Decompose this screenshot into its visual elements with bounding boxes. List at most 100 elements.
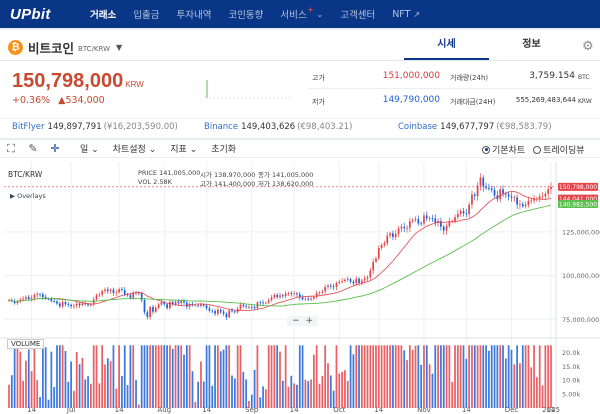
volume-bar [454, 345, 456, 408]
candle-body [174, 301, 177, 304]
volume-bar [341, 371, 343, 408]
chevron-down-icon: ⌄ [91, 145, 99, 155]
chart-symbol: BTC/KRW [8, 170, 43, 179]
candle-body [521, 204, 524, 207]
candle-body [428, 218, 431, 220]
candle-body [53, 300, 56, 302]
dropdown-caret-icon[interactable]: ▼ [116, 43, 123, 52]
upbit-logo[interactable]: UPbit [10, 5, 51, 23]
candle-body [276, 294, 279, 298]
candle-body [510, 196, 513, 198]
volume-bar [53, 387, 56, 408]
plus-cursor-icon[interactable]: ✛ [50, 142, 60, 155]
zoom-out-button[interactable]: − [292, 316, 300, 326]
tab-info[interactable]: 정보 [522, 39, 541, 50]
volume-bar [394, 345, 397, 408]
tab-market[interactable]: 시세 [404, 34, 489, 60]
volume-bar [312, 354, 315, 408]
pencil-icon[interactable]: ✎ [28, 142, 38, 155]
volume-bar [521, 345, 524, 408]
volume-bar [369, 345, 372, 408]
volume-bar [245, 379, 248, 408]
volume-bar [380, 345, 383, 408]
candle-body [440, 221, 442, 227]
tradingview-radio[interactable]: 트레이딩뷰 [533, 143, 585, 156]
candle-body [41, 294, 44, 297]
volume-bar [115, 388, 118, 408]
coin-selector[interactable]: ₿ 비트코인 BTC/KRW ▼ [8, 38, 122, 57]
reset-button[interactable]: 초기화 [211, 145, 237, 155]
volume-bar [420, 364, 423, 408]
nav-exchange[interactable]: 거래소 [90, 7, 116, 21]
volume-bar [279, 351, 281, 408]
price-value: 150,798,000 [12, 70, 124, 92]
volume-bar [13, 345, 16, 408]
nav-nft[interactable]: NFT ↗ [392, 9, 420, 20]
zoom-in-button[interactable]: + [305, 316, 314, 326]
nav-investments[interactable]: 투자내역 [176, 7, 211, 21]
volume-bar [236, 345, 239, 408]
candle-body [137, 293, 140, 295]
nav-coin-trends[interactable]: 코인동향 [228, 7, 263, 21]
candlestick-chart[interactable]: 14 Jul 14 Aug 14 Sep 14 Oct 14 Nov 14 Dec 142025125,… [0, 158, 600, 414]
chart-settings-label: 차트설정 [112, 145, 146, 155]
volume-bar [135, 380, 137, 408]
volume-bar [366, 345, 369, 408]
nav-deposit-withdraw[interactable]: 입출금 [133, 7, 159, 21]
chart-settings-button[interactable]: 차트설정 ⌄ [113, 142, 157, 155]
volume-bar [67, 381, 70, 408]
volume-bar [180, 345, 183, 408]
volume-bar [346, 380, 349, 408]
volume-bar [485, 345, 487, 408]
legend-vol-label: VOL [138, 178, 152, 186]
exchange-name[interactable]: BitFlyer [12, 122, 45, 132]
top-navigation: UPbit 거래소 입출금 투자내역 코인동향 서비스 + ⌄ 고객센터 NFT ↗ [0, 0, 600, 28]
candle-body [344, 279, 346, 282]
period-select[interactable]: 일 ⌄ [80, 142, 99, 155]
volume-bar [129, 345, 132, 408]
crosshair-icon[interactable]: ⛶ [7, 141, 15, 155]
exchange-value: 149,403,626 [241, 122, 296, 132]
candle-body [27, 297, 30, 300]
exchange-name[interactable]: Binance [204, 122, 239, 132]
exchange-name[interactable]: Coinbase [398, 122, 438, 132]
nav-services[interactable]: 서비스 + ⌄ [280, 6, 323, 21]
candle-body [468, 204, 471, 215]
candle-body [118, 289, 120, 293]
candle-body [73, 305, 75, 307]
candle-body [180, 300, 183, 304]
candle-body [47, 298, 50, 300]
candle-body [524, 204, 527, 207]
candle-body [25, 297, 27, 299]
basic-chart-radio[interactable]: 기본차트 [482, 143, 525, 156]
indicator-label: 지표 [170, 145, 187, 155]
gear-icon[interactable]: ⚙ [582, 39, 594, 54]
volume-bar [349, 345, 352, 408]
candle-body [414, 219, 417, 221]
volume-bar [39, 397, 41, 408]
candle-body [324, 286, 327, 292]
candle-body [380, 245, 383, 248]
legend-vol-value: 2.58K [153, 178, 172, 186]
candle-body [454, 217, 456, 222]
nav-support[interactable]: 고객센터 [340, 7, 375, 21]
legend-high-label: 고가 [200, 180, 212, 188]
volume-bar [392, 345, 394, 408]
candle-body [504, 193, 507, 195]
overlays-toggle[interactable]: ▶ Overlays [10, 192, 46, 200]
x-tick-label: 2025 [542, 406, 560, 414]
volume-bar [431, 373, 434, 408]
candle-body [335, 283, 338, 287]
volume-bar [310, 379, 312, 408]
candle-body [456, 213, 459, 218]
candle-body [205, 305, 208, 309]
volume-bar [112, 345, 115, 408]
volume-bar [437, 345, 439, 408]
volume-bar [75, 351, 78, 408]
candle-body [327, 285, 329, 287]
indicator-button[interactable]: 지표 ⌄ [170, 142, 197, 155]
candle-body [149, 307, 152, 318]
volume-bar [253, 369, 256, 408]
candle-body [188, 304, 191, 307]
legend-low: 저가 138,620,000 [258, 178, 313, 188]
